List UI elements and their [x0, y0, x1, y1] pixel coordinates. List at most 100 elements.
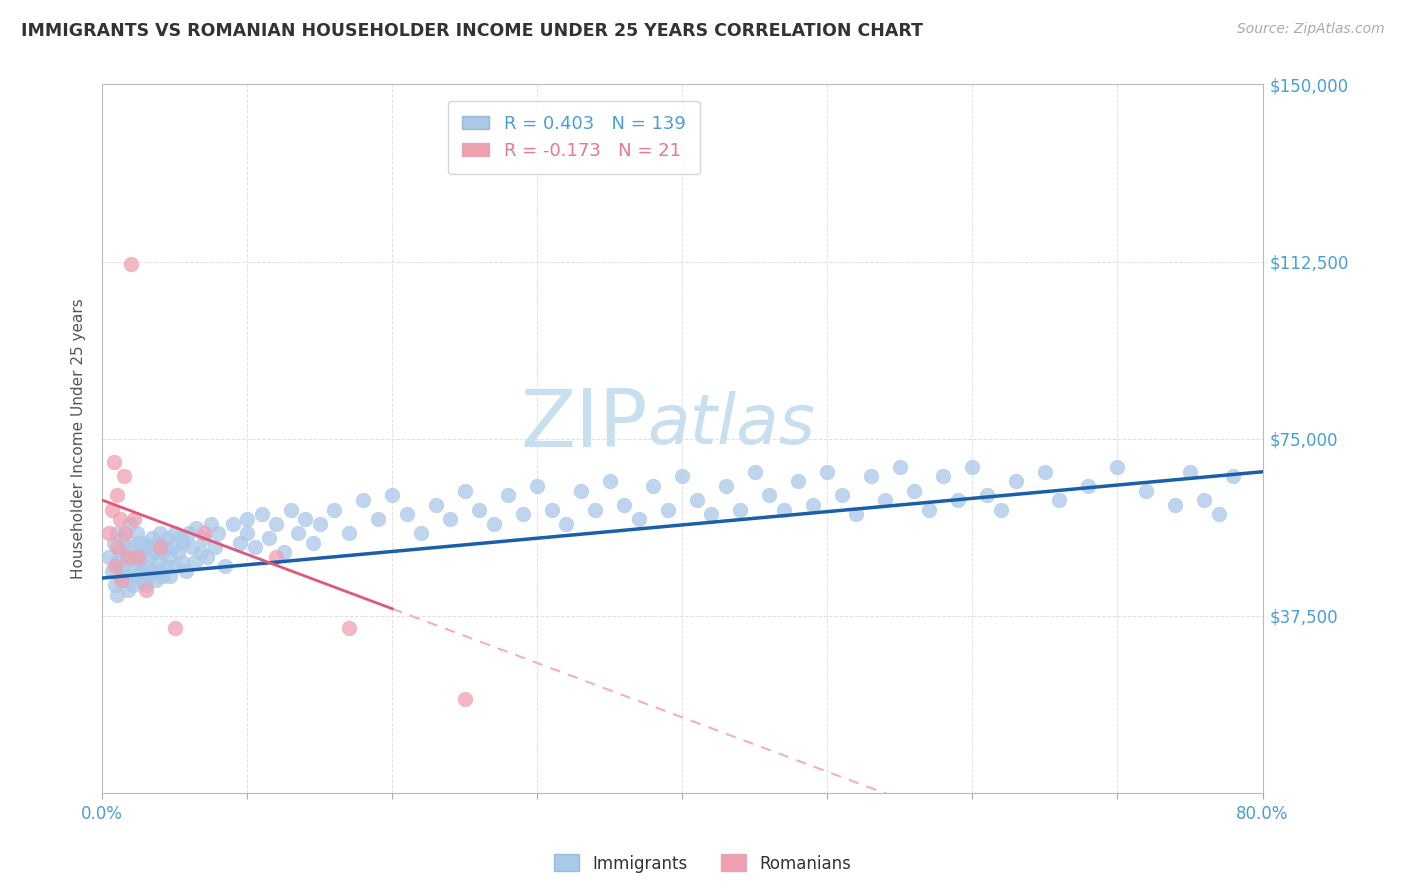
Point: [108, 545, 131, 559]
Point: [1208, 508, 1230, 522]
Point: [120, 257, 142, 271]
Point: [145, 574, 167, 588]
Point: [155, 559, 177, 574]
Point: [454, 691, 477, 706]
Point: [214, 559, 236, 574]
Point: [157, 549, 180, 564]
Point: [859, 469, 882, 483]
Point: [482, 516, 505, 531]
Point: [163, 559, 186, 574]
Point: [193, 531, 215, 545]
Point: [112, 541, 135, 555]
Text: IMMIGRANTS VS ROMANIAN HOUSEHOLDER INCOME UNDER 25 YEARS CORRELATION CHART: IMMIGRANTS VS ROMANIAN HOUSEHOLDER INCOM…: [21, 22, 924, 40]
Point: [135, 559, 157, 574]
Point: [136, 541, 159, 555]
Point: [108, 512, 131, 526]
Point: [815, 465, 838, 479]
Point: [1107, 460, 1129, 475]
Point: [411, 526, 433, 541]
Point: [149, 541, 172, 555]
Point: [512, 508, 534, 522]
Point: [1222, 469, 1244, 483]
Point: [104, 578, 127, 592]
Point: [273, 545, 295, 559]
Point: [135, 578, 157, 592]
Point: [962, 460, 984, 475]
Point: [236, 526, 259, 541]
Point: [153, 541, 176, 555]
Point: [112, 469, 135, 483]
Point: [875, 493, 897, 508]
Point: [105, 488, 128, 502]
Point: [337, 526, 360, 541]
Point: [111, 531, 134, 545]
Point: [236, 512, 259, 526]
Point: [118, 516, 141, 531]
Point: [599, 474, 621, 488]
Point: [787, 474, 810, 488]
Point: [114, 526, 136, 541]
Point: [149, 526, 172, 541]
Point: [700, 508, 723, 522]
Point: [831, 488, 853, 502]
Point: [163, 526, 186, 541]
Point: [207, 526, 229, 541]
Point: [671, 469, 693, 483]
Point: [159, 568, 181, 582]
Point: [129, 574, 152, 588]
Point: [918, 502, 941, 516]
Text: ZIP: ZIP: [520, 385, 648, 464]
Point: [122, 549, 145, 564]
Point: [122, 512, 145, 526]
Point: [127, 549, 149, 564]
Point: [932, 469, 955, 483]
Point: [773, 502, 796, 516]
Point: [103, 455, 125, 469]
Point: [131, 545, 153, 559]
Point: [138, 568, 160, 582]
Point: [439, 512, 461, 526]
Point: [150, 545, 173, 559]
Point: [125, 526, 148, 541]
Point: [98, 526, 121, 541]
Point: [105, 555, 128, 569]
Point: [190, 545, 212, 559]
Point: [152, 568, 174, 582]
Point: [801, 498, 824, 512]
Text: Source: ZipAtlas.com: Source: ZipAtlas.com: [1237, 22, 1385, 37]
Point: [112, 559, 135, 574]
Point: [243, 541, 266, 555]
Point: [117, 582, 139, 597]
Point: [758, 488, 780, 502]
Point: [179, 526, 201, 541]
Point: [526, 479, 548, 493]
Point: [1164, 498, 1187, 512]
Point: [176, 564, 198, 578]
Point: [367, 512, 389, 526]
Point: [166, 545, 188, 559]
Point: [160, 541, 183, 555]
Point: [143, 545, 166, 559]
Point: [181, 541, 204, 555]
Point: [193, 526, 215, 541]
Point: [257, 531, 280, 545]
Point: [1005, 474, 1028, 488]
Point: [114, 574, 136, 588]
Point: [425, 498, 447, 512]
Point: [287, 526, 309, 541]
Point: [146, 535, 169, 549]
Point: [139, 549, 162, 564]
Point: [583, 502, 606, 516]
Point: [1077, 479, 1099, 493]
Text: atlas: atlas: [648, 391, 815, 458]
Point: [308, 516, 330, 531]
Point: [110, 568, 132, 582]
Point: [132, 564, 155, 578]
Point: [142, 564, 165, 578]
Point: [1135, 483, 1157, 498]
Point: [250, 508, 273, 522]
Point: [569, 483, 592, 498]
Point: [627, 512, 650, 526]
Point: [976, 488, 998, 502]
Point: [730, 502, 752, 516]
